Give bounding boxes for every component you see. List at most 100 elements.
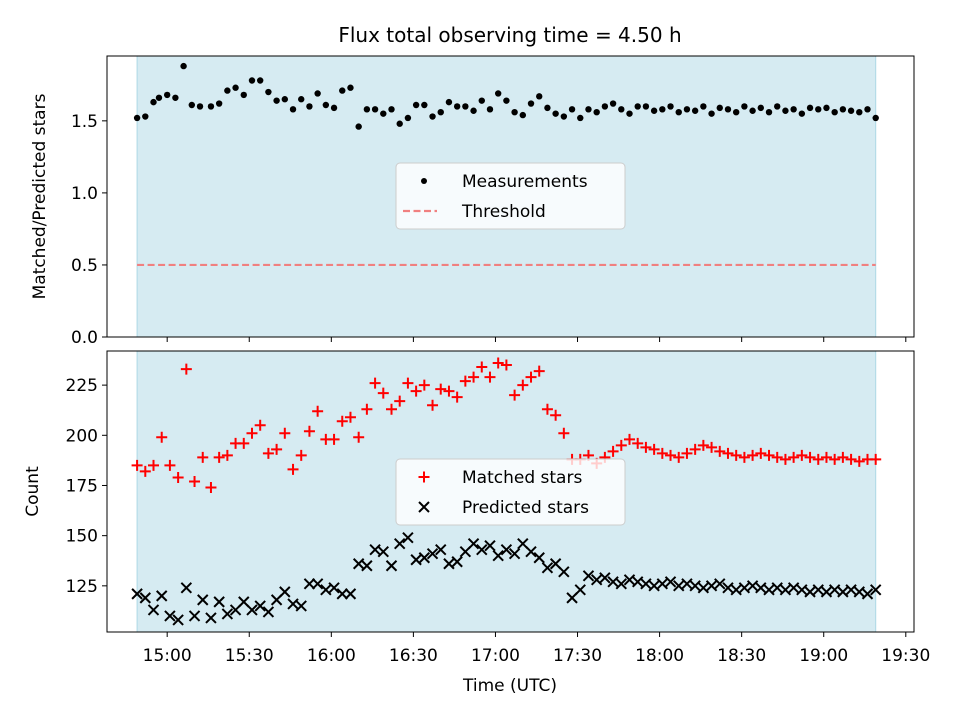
data-point: [435, 383, 447, 395]
data-point: [215, 100, 223, 107]
data-point: [804, 451, 816, 463]
data-point: [188, 610, 201, 622]
data-point: [453, 103, 461, 110]
data-point: [240, 91, 247, 99]
data-point: [388, 106, 395, 113]
data-point: [714, 578, 726, 590]
data-point: [468, 371, 480, 383]
data-point: [462, 103, 469, 110]
data-point: [648, 443, 660, 455]
data-point: [221, 608, 234, 620]
data-point: [519, 111, 527, 119]
data-point: [246, 427, 258, 439]
data-point: [872, 114, 879, 122]
data-point: [386, 403, 398, 415]
legend-marker-predicted: [418, 501, 430, 513]
data-point: [870, 453, 882, 465]
data-point: [172, 94, 179, 101]
data-point: [517, 379, 529, 391]
data-point: [205, 481, 217, 493]
data-point: [585, 106, 592, 113]
data-point: [213, 451, 225, 463]
data-point: [361, 403, 373, 415]
legend-marker-matched: [418, 471, 430, 483]
y-tick-label: 175: [66, 476, 98, 496]
data-point: [254, 419, 266, 431]
data-point: [853, 455, 865, 467]
data-point: [541, 403, 553, 415]
data-point: [476, 361, 488, 373]
x-tick-label: 18:30: [717, 646, 766, 666]
data-point: [837, 586, 849, 598]
data-point: [787, 582, 800, 594]
data-point: [353, 431, 365, 443]
data-point: [659, 106, 666, 113]
data-point: [347, 84, 354, 91]
data-point: [774, 103, 781, 110]
y-tick-label: 200: [66, 426, 98, 446]
plot-area: [131, 357, 882, 626]
data-point: [869, 584, 882, 596]
data-point: [279, 427, 291, 439]
data-point: [823, 104, 830, 112]
data-point: [705, 580, 718, 592]
data-point: [377, 387, 389, 399]
data-point: [667, 103, 674, 110]
data-point: [730, 584, 742, 596]
data-point: [864, 106, 871, 113]
data-point: [142, 113, 149, 120]
data-point: [295, 600, 307, 612]
data-point: [421, 101, 428, 109]
data-point: [820, 451, 832, 463]
data-point: [837, 451, 849, 463]
data-point: [815, 106, 822, 113]
data-point: [265, 88, 272, 96]
data-point: [788, 451, 800, 463]
data-point: [352, 558, 365, 570]
data-point: [582, 570, 595, 582]
data-point: [303, 425, 315, 437]
legend-label: Matched stars: [462, 468, 582, 488]
data-point: [494, 90, 502, 97]
x-axis-label: Time (UTC): [462, 676, 557, 696]
x-tick-label: 17:00: [471, 646, 520, 666]
data-point: [691, 107, 699, 114]
data-point: [640, 441, 652, 453]
data-point: [642, 103, 650, 110]
data-point: [445, 98, 453, 106]
data-point: [336, 415, 348, 427]
data-point: [746, 580, 759, 592]
data-point: [164, 610, 176, 622]
data-point: [706, 441, 718, 453]
data-point: [812, 453, 824, 465]
data-point: [831, 109, 838, 116]
data-point: [412, 101, 420, 109]
data-point: [771, 451, 783, 463]
data-point: [552, 110, 559, 117]
data-point: [732, 109, 740, 116]
legend: Matched stars Predicted stars: [395, 458, 626, 526]
data-point: [344, 588, 357, 600]
data-point: [550, 409, 562, 421]
data-point: [779, 584, 792, 596]
data-point: [544, 104, 551, 112]
data-point: [820, 586, 833, 598]
data-point: [599, 572, 611, 584]
data-point: [394, 395, 406, 407]
data-point: [656, 578, 669, 590]
data-point: [306, 103, 313, 110]
x-tick-label: 15:30: [225, 646, 274, 666]
data-point: [828, 584, 841, 596]
data-point: [574, 584, 586, 596]
data-point: [426, 548, 439, 560]
data-point: [681, 447, 693, 459]
data-point: [829, 453, 841, 465]
data-point: [656, 447, 668, 459]
data-point: [673, 580, 685, 592]
y-tick-label: 0.5: [71, 256, 98, 276]
data-point: [298, 96, 305, 103]
data-point: [615, 578, 627, 590]
panel-counts: 125 150 175 200 225 15:00 15:30 16:00 16:30 17:00…: [23, 350, 930, 666]
data-point: [402, 531, 414, 544]
